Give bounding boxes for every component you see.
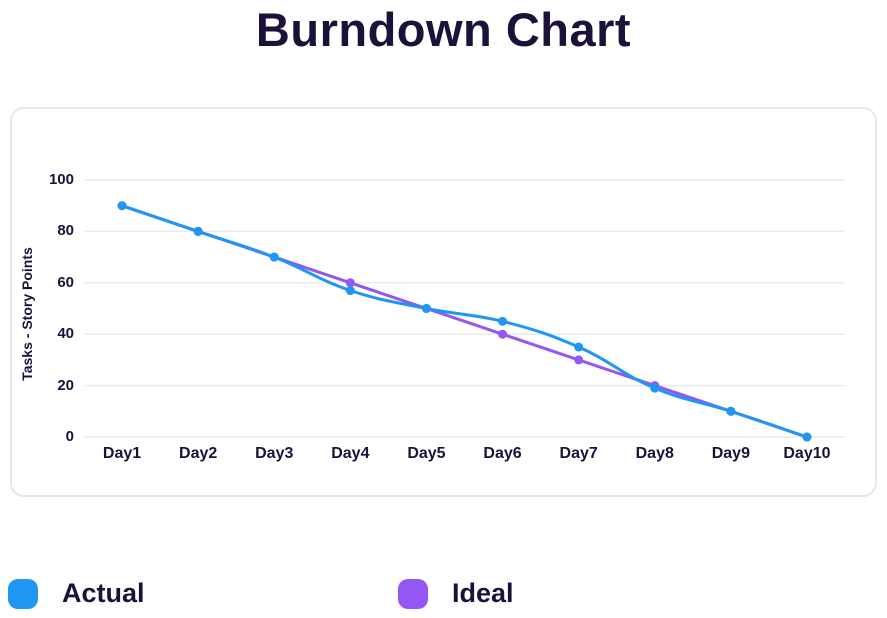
- x-tick-label-Day8: Day8: [635, 445, 674, 462]
- x-tick-label-Day9: Day9: [711, 445, 750, 462]
- x-tick-label-Day2: Day2: [179, 445, 218, 462]
- x-tick-label-Day6: Day6: [483, 445, 522, 462]
- ideal-point-Day4[interactable]: [345, 278, 355, 288]
- ideal-point-Day6[interactable]: [498, 329, 508, 339]
- y-tick-label-0: 0: [65, 428, 74, 445]
- actual-point-Day8[interactable]: [650, 383, 660, 393]
- x-tick-label-Day10: Day10: [783, 445, 831, 462]
- ideal-point-Day7[interactable]: [574, 355, 584, 365]
- legend-item-actual[interactable]: Actual: [8, 578, 145, 609]
- y-tick-label-60: 60: [57, 273, 74, 291]
- actual-point-Day7[interactable]: [574, 342, 584, 352]
- legend-label-actual: Actual: [62, 578, 145, 608]
- y-axis-title: Tasks - Story Points: [19, 247, 35, 381]
- x-tick-label-Day7: Day7: [559, 445, 598, 462]
- actual-line: [120, 204, 809, 439]
- y-tick-label-20: 20: [57, 376, 74, 394]
- chart-card: 0 20 40 60 80 100 Day1 Day2 Day3 Day4 Day5 Day6 Day…: [10, 107, 877, 497]
- actual-point-Day1[interactable]: [117, 201, 127, 211]
- actual-point-Day3[interactable]: [269, 252, 279, 262]
- x-tick-label-Day3: Day3: [255, 445, 294, 462]
- actual-point-Day2[interactable]: [193, 226, 203, 236]
- actual-point-Day4[interactable]: [345, 286, 355, 296]
- actual-point-Day5[interactable]: [421, 304, 431, 313]
- actual-point-Day6[interactable]: [498, 316, 508, 326]
- ideal-series-swatch-icon: [398, 578, 428, 609]
- chart-legend: Actual Ideal: [0, 578, 887, 618]
- actual-series-swatch-icon: [8, 578, 38, 609]
- x-tick-label-Day4: Day4: [331, 445, 370, 462]
- burndown-chart-svg: [84, 179, 845, 442]
- actual-point-Day9[interactable]: [726, 406, 736, 416]
- x-tick-label-Day1: Day1: [102, 445, 142, 462]
- legend-label-ideal: Ideal: [452, 578, 514, 608]
- page-title: Burndown Chart: [255, 3, 632, 56]
- y-tick-label-40: 40: [57, 325, 74, 343]
- y-tick-label-100: 100: [48, 171, 74, 188]
- x-tick-label-Day5: Day5: [407, 445, 446, 462]
- legend-item-ideal[interactable]: Ideal: [398, 578, 514, 609]
- y-tick-label-80: 80: [57, 222, 74, 240]
- actual-point-Day10[interactable]: [802, 432, 812, 442]
